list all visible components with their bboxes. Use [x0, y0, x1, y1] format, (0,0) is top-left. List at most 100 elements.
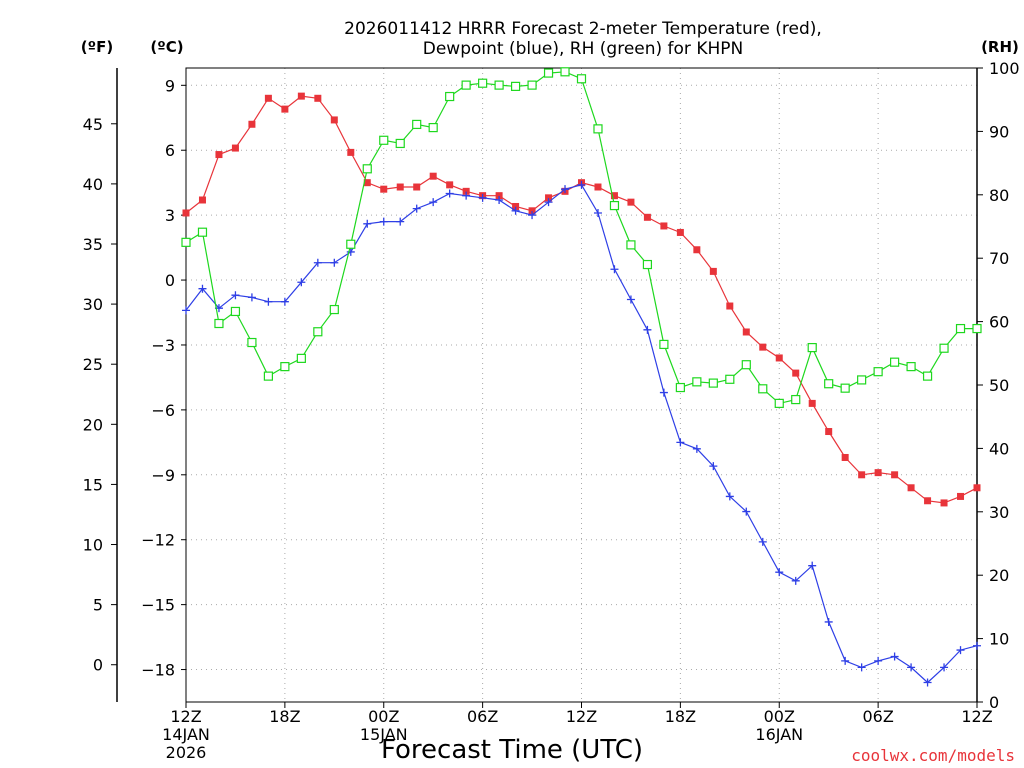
temperature-point — [726, 302, 734, 310]
dewpoint-point — [198, 284, 207, 293]
dewpoint-point — [495, 195, 504, 204]
x-tick-label: 00Z — [764, 707, 795, 726]
rh-point — [675, 382, 685, 393]
temperature-point — [891, 471, 899, 479]
dewpoint-point — [528, 211, 537, 220]
temperature-point — [314, 94, 322, 102]
x-tick-label: 18Z — [269, 707, 300, 726]
rh-point — [807, 342, 817, 353]
dewpoint-point — [182, 306, 190, 315]
x-axis-label: Forecast Time (UTC) — [381, 735, 643, 765]
temperature-point — [660, 222, 668, 230]
dewpoint-point — [561, 185, 570, 194]
rh-point — [395, 138, 405, 149]
x-tick-label: 06Z — [862, 707, 893, 726]
celsius-tick-label: −18 — [141, 661, 175, 680]
rh-point — [296, 353, 306, 363]
dewpoint-point — [313, 258, 322, 267]
rh-point — [840, 383, 850, 393]
celsius-tick-label: 6 — [165, 141, 175, 160]
rh-tick-label: 70 — [989, 249, 1009, 268]
dewpoint-point — [264, 297, 273, 306]
x-tick-label: 06Z — [467, 707, 498, 726]
dewpoint-point — [857, 663, 866, 672]
dewpoint-point — [940, 663, 949, 672]
rh-point — [741, 360, 751, 370]
dewpoint-point — [692, 444, 701, 453]
temperature-point — [429, 172, 437, 180]
dewpoint-point — [445, 189, 454, 198]
celsius-tick-label: −9 — [151, 466, 175, 485]
temperature-point — [297, 92, 305, 100]
fahrenheit-tick-label: 35 — [83, 235, 103, 254]
dewpoint-point — [791, 576, 800, 585]
rh-point — [428, 122, 438, 133]
rh-point — [280, 362, 290, 372]
fahrenheit-tick-label: 30 — [83, 295, 103, 314]
celsius-tick-label: −15 — [141, 596, 175, 615]
temperature-point — [973, 484, 981, 492]
rh-point — [922, 371, 933, 381]
x-date-label: 16JAN — [755, 725, 803, 744]
rh-point — [955, 323, 966, 334]
temperature-point — [610, 192, 618, 200]
dewpoint-point — [396, 217, 405, 226]
dewpoint-point — [709, 462, 718, 471]
rh-point — [758, 384, 768, 394]
celsius-tick-label: 9 — [165, 76, 175, 95]
dewpoint-point — [758, 537, 767, 546]
rh-point — [313, 327, 323, 337]
x-date-label: 14JAN — [162, 725, 210, 744]
gridlines — [185, 68, 978, 702]
temperature-point — [330, 116, 338, 124]
temperature-point — [281, 105, 289, 113]
rh-point — [576, 74, 587, 84]
dewpoint-point — [429, 198, 438, 207]
x-year-label: 2026 — [166, 743, 207, 762]
x-tick-label: 12Z — [566, 707, 597, 726]
dewpoint-point — [824, 617, 833, 626]
dewpoint-point — [742, 507, 751, 516]
rh-point — [906, 362, 916, 372]
rh-tick-label: 50 — [989, 376, 1009, 395]
rh-point — [510, 81, 521, 91]
rh-point — [263, 371, 273, 381]
dewpoint-point — [544, 198, 553, 207]
rh-tick-label: 30 — [989, 503, 1009, 522]
temperature-point — [413, 183, 421, 191]
rh-tick-label: 40 — [989, 439, 1009, 458]
rh-tick-label: 60 — [989, 313, 1009, 332]
temperature-point — [495, 192, 503, 200]
temperature-point — [215, 151, 223, 159]
rh-unit-label: (RH) — [981, 38, 1019, 56]
rh-point — [791, 394, 801, 405]
credit-text: coolwx.com/models — [851, 746, 1015, 765]
rh-point — [181, 237, 191, 247]
celsius-tick-label: −12 — [141, 531, 175, 550]
fahrenheit-tick-label: 0 — [93, 656, 103, 675]
rh-tick-label: 10 — [989, 630, 1009, 649]
x-tick-label: 12Z — [961, 707, 992, 726]
dewpoint-point — [511, 206, 520, 215]
temperature-point — [182, 209, 190, 217]
temperature-point — [940, 499, 948, 507]
chart-title-line2: Dewpoint (blue), RH (green) for KHPN — [423, 39, 743, 59]
temperature-point — [363, 179, 371, 187]
temperature-point — [825, 428, 833, 436]
rh-point — [708, 378, 718, 388]
rh-point — [725, 374, 735, 384]
temperature-point — [759, 343, 767, 351]
rh-point — [412, 119, 422, 130]
dewpoint-point — [956, 646, 965, 655]
dewpoint-point — [874, 656, 883, 665]
rh-point — [659, 339, 669, 350]
temperature-point — [594, 183, 602, 191]
temperature-point — [528, 207, 536, 215]
rh-tick-label: 20 — [989, 566, 1009, 585]
rh-point — [609, 200, 620, 211]
rh-point — [939, 343, 949, 353]
dewpoint-point — [775, 568, 784, 577]
dewpoint-point — [330, 258, 339, 267]
rh-point — [527, 80, 537, 90]
